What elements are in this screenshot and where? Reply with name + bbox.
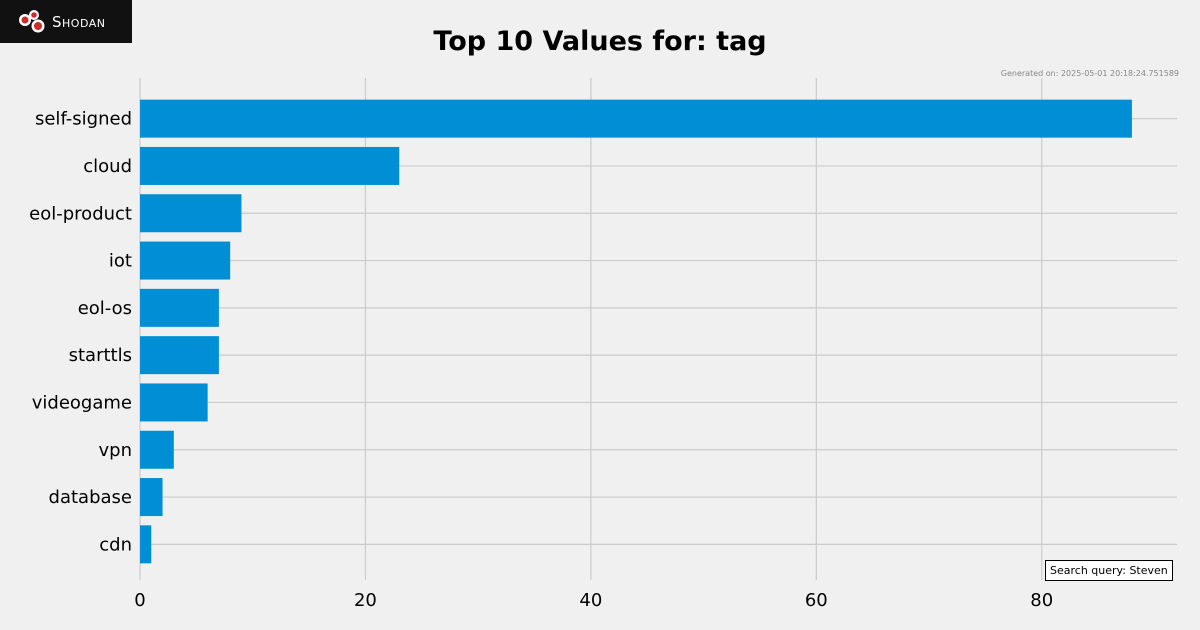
category-label: database — [49, 487, 132, 508]
shodan-logo-text: Shodan — [52, 12, 106, 31]
bar — [140, 430, 174, 469]
bar — [140, 194, 242, 233]
shodan-logo: Shodan — [0, 0, 132, 43]
category-label: eol-os — [78, 298, 132, 319]
x-tick-label: 20 — [354, 590, 377, 611]
category-label: iot — [109, 251, 132, 272]
chart-title: Top 10 Values for: tag — [433, 26, 767, 57]
shodan-logo-icon — [19, 9, 45, 32]
bar — [140, 288, 219, 327]
bar — [140, 99, 1132, 138]
category-label: eol-product — [29, 203, 132, 224]
bar — [140, 146, 400, 185]
bar — [140, 478, 163, 517]
x-tick-label: 0 — [134, 590, 145, 611]
x-tick-label: 40 — [579, 590, 602, 611]
search-query-box: Search query: Steven — [1045, 560, 1173, 581]
category-label: cloud — [83, 156, 132, 177]
category-label: vpn — [99, 440, 133, 461]
category-label: videogame — [32, 392, 132, 413]
category-label: self-signed — [35, 109, 132, 130]
x-tick-label: 60 — [805, 590, 828, 611]
bar — [140, 383, 208, 422]
category-label: starttls — [69, 345, 132, 366]
category-label: cdn — [99, 534, 132, 555]
generated-timestamp: Generated on: 2025-05-01 20:18:24.751589 — [1000, 69, 1179, 78]
x-tick-label: 80 — [1030, 590, 1053, 611]
bar — [140, 336, 219, 375]
bar — [140, 525, 152, 564]
bar — [140, 241, 231, 280]
